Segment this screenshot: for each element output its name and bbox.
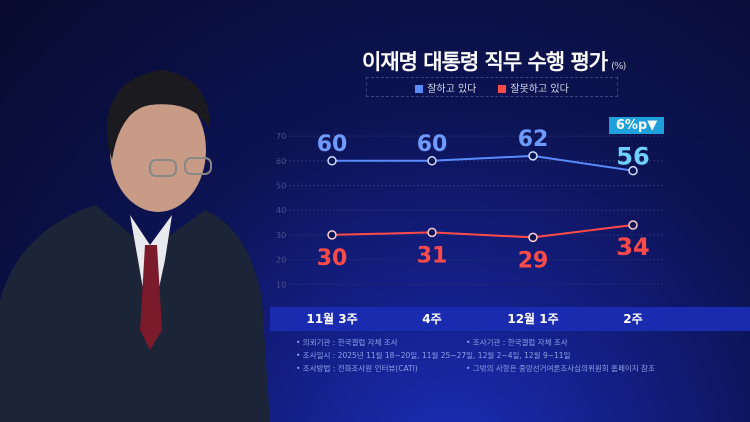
x-tick-label: 12월 1주 [507,311,558,326]
data-label: 34 [616,233,649,261]
unit-label: (%) [611,61,626,72]
data-point [427,156,437,166]
note: • 조사기관 : 한국갤럽 자체 조사 [466,338,568,347]
data-point [327,230,337,240]
y-tick-label: 70 [276,132,286,141]
person-photo [0,70,270,422]
data-point [628,220,638,230]
data-label: 30 [317,246,348,271]
x-tick-label: 2주 [623,312,642,326]
data-label: 62 [518,127,549,152]
y-tick-label: 40 [276,206,286,215]
data-label: 31 [417,243,448,268]
legend-swatch-red [498,84,507,93]
data-label: 29 [518,248,549,273]
legend-item-disapprove: 잘못하고 있다 [498,80,569,95]
data-point [327,156,337,166]
y-tick-label: 50 [276,182,286,191]
data-point [628,165,638,176]
note: • 조사일시 : 2025년 11월 18~20일, 11월 25~27일, 1… [296,351,571,360]
y-tick-label: 10 [276,280,286,289]
note: • 그밖의 사항은 중앙선거여론조사심의위원회 홈페이지 참조 [466,364,655,373]
y-tick-label: 30 [276,231,286,240]
y-tick-label: 20 [276,256,286,265]
legend: 잘하고 있다 잘못하고 있다 [366,77,618,97]
legend-item-approve: 잘하고 있다 [415,80,476,95]
data-label: 56 [616,143,649,171]
note: • 의뢰기관 : 한국갤럽 자체 조사 [296,338,398,347]
series-line [331,224,634,239]
data-point [528,232,538,243]
x-axis-band [270,307,750,331]
note: • 조사방법 : 전화조사원 인터뷰(CATI) [296,364,418,373]
data-label: 60 [417,132,448,157]
x-tick-label: 11월 3주 [306,311,357,326]
data-point [427,227,437,238]
data-label: 60 [317,132,348,157]
chart-title: 이재명 대통령 직무 수행 평가 (%) [362,50,626,74]
x-tick-label: 4주 [422,312,441,326]
survey-notes: • 의뢰기관 : 한국갤럽 자체 조사 • 조사기관 : 한국갤럽 자체 조사 •… [296,336,655,375]
legend-swatch-blue [415,84,424,93]
change-badge: 6%p▼ [609,117,664,134]
series-line [332,154,634,172]
data-point [528,151,538,161]
y-tick-label: 60 [276,157,286,166]
